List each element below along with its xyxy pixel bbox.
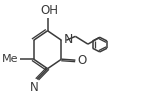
- Text: Me: Me: [2, 54, 19, 64]
- Text: N: N: [30, 81, 39, 94]
- Text: OH: OH: [40, 4, 58, 17]
- Text: O: O: [77, 54, 86, 67]
- Text: N: N: [64, 33, 73, 46]
